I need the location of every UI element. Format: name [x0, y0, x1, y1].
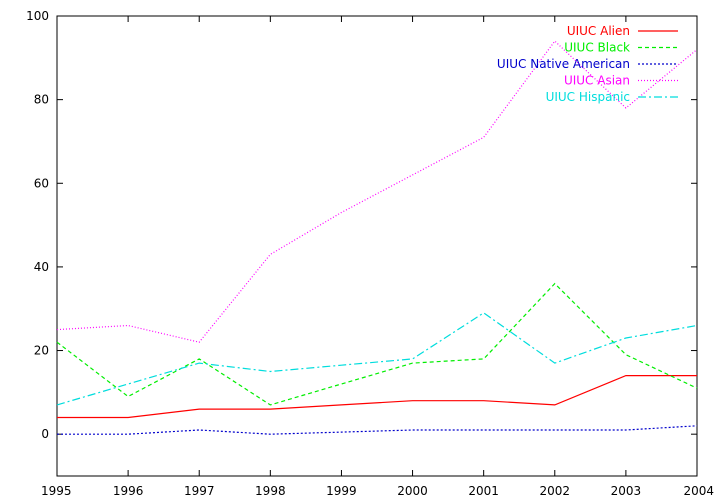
- x-tick-label: 1999: [326, 484, 357, 498]
- x-tick-label: 2002: [540, 484, 571, 498]
- x-tick-label: 2000: [397, 484, 428, 498]
- series-line-1: [56, 282, 698, 406]
- plot-frame: [56, 15, 698, 477]
- y-axis: 0 20 40 60 80 100: [26, 9, 697, 441]
- x-tick-label: 1998: [255, 484, 286, 498]
- x-tick-label: 2001: [468, 484, 499, 498]
- x-tick-label: 1997: [184, 484, 215, 498]
- x-tick-label: 2004: [683, 484, 714, 498]
- legend-label: UIUC Asian: [564, 74, 630, 88]
- y-tick-label: 60: [34, 176, 49, 190]
- y-tick-label: 20: [34, 344, 49, 358]
- y-tick-label: 80: [34, 93, 49, 107]
- legend-label: UIUC Alien: [567, 24, 630, 38]
- x-axis: 1995 1996 1997 1998 1999 2000 2001 2002 2003 2004: [41, 16, 714, 498]
- x-tick-label: 1995: [41, 484, 72, 498]
- y-tick-label: 0: [41, 427, 49, 441]
- y-tick-label: 100: [26, 9, 49, 23]
- series-layer: [56, 40, 698, 435]
- legend: UIUC Alien UIUC Black UIUC Native American…: [497, 24, 678, 104]
- legend-label: UIUC Black: [564, 41, 630, 55]
- y-tick-label: 40: [34, 260, 49, 274]
- series-line-0: [57, 375, 697, 419]
- series-line-4: [56, 312, 698, 406]
- series-line-2: [57, 425, 698, 435]
- x-tick-label: 1996: [113, 484, 144, 498]
- series-line-3: [56, 40, 698, 343]
- legend-label: UIUC Native American: [497, 57, 630, 71]
- legend-label: UIUC Hispanic: [546, 90, 630, 104]
- x-tick-label: 2003: [611, 484, 642, 498]
